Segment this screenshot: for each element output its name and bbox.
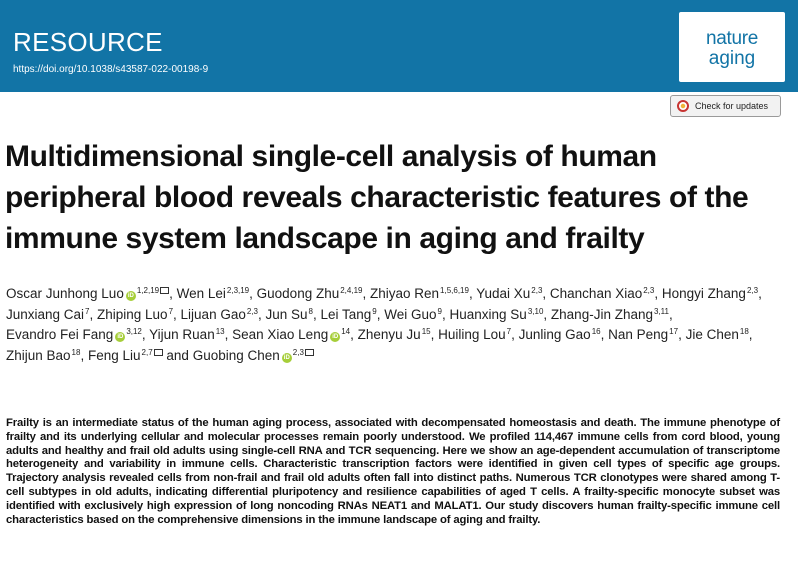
author-name[interactable]: Lijuan Gao2,3 xyxy=(181,307,258,322)
author-name[interactable]: Oscar Junhong Luo iD1,2,19 xyxy=(6,286,170,301)
author-name[interactable]: Jun Su8 xyxy=(266,307,313,322)
author-list-conjunction: and xyxy=(166,348,189,364)
orcid-icon[interactable]: iD xyxy=(330,332,341,343)
affiliation-superscript: 2,3 xyxy=(531,286,543,295)
author-name[interactable]: Chanchan Xiao2,3 xyxy=(550,286,654,301)
author-name-text: Oscar Junhong Luo xyxy=(6,286,124,301)
author-name-text: Sean Xiao Leng xyxy=(232,327,329,343)
journal-logo[interactable]: nature aging xyxy=(679,12,785,82)
author-name-text: Guobing Chen xyxy=(192,348,280,364)
affiliation-superscript: 8 xyxy=(308,306,313,316)
affiliation-superscript: 1,2,19 xyxy=(136,286,160,295)
affiliation-superscript: 1,5,6,19 xyxy=(440,286,469,295)
author-name-text: Hongyi Zhang xyxy=(661,286,746,301)
affiliation-superscript: 3,11 xyxy=(653,306,669,316)
affiliation-superscript: 2,3 xyxy=(746,286,759,295)
email-icon[interactable] xyxy=(160,287,170,294)
author-name[interactable]: Guobing Chen iD2,3 xyxy=(192,348,314,364)
author-name-text: Feng Liu xyxy=(87,348,141,364)
author-name-text: Yudai Xu xyxy=(476,286,531,301)
author-name[interactable]: Wen Lei2,3,19 xyxy=(177,286,250,301)
author-name-text: Wei Guo xyxy=(384,306,437,322)
check-for-updates-label: Check for updates xyxy=(695,101,769,111)
author-name[interactable]: Zhiping Luo7 xyxy=(97,307,173,322)
affiliation-superscript: 2,3 xyxy=(292,348,304,358)
author-name[interactable]: Nan Peng17 xyxy=(608,327,678,342)
affiliation-superscript: 2,4,19 xyxy=(340,286,363,295)
affiliation-superscript: 13 xyxy=(215,327,225,337)
author-name-text: Wen Lei xyxy=(176,286,226,301)
author-name[interactable]: Jie Chen18 xyxy=(686,327,749,342)
article-type-label: RESOURCE xyxy=(13,27,163,57)
author-name-text: Junxiang Cai xyxy=(6,306,85,322)
doi-link[interactable]: https://doi.org/10.1038/s43587-022-00198… xyxy=(13,64,209,75)
article-title: Multidimensional single-cell analysis of… xyxy=(5,140,749,255)
logo-line-nature: nature xyxy=(705,28,759,49)
affiliation-superscript: 2,7 xyxy=(141,348,153,358)
affiliation-superscript: 15 xyxy=(421,327,431,337)
orcid-icon[interactable]: iD xyxy=(125,291,136,301)
affiliation-superscript: 7 xyxy=(506,327,512,337)
author-name[interactable]: Yijun Ruan13 xyxy=(149,327,224,342)
author-name-text: Huanxing Su xyxy=(449,306,527,322)
author-name[interactable]: Zhenyu Ju15 xyxy=(358,327,431,342)
author-name[interactable]: Zhijun Bao18 xyxy=(6,348,80,363)
author-name[interactable]: Hongyi Zhang2,3 xyxy=(662,286,758,301)
affiliation-superscript: 9 xyxy=(372,306,377,316)
author-name-text: Lei Tang xyxy=(320,306,372,322)
author-name-text: Junling Gao xyxy=(518,327,591,343)
author-name-text: Nan Peng xyxy=(608,327,669,343)
author-name-text: Zhang-Jin Zhang xyxy=(550,306,653,322)
author-name[interactable]: Yudai Xu2,3 xyxy=(476,286,542,301)
orcid-icon[interactable]: iD xyxy=(115,332,126,343)
author-name[interactable]: Sean Xiao Leng iD14 xyxy=(232,327,351,343)
author-name-text: Zhijun Bao xyxy=(6,348,71,364)
email-icon[interactable] xyxy=(304,349,314,357)
affiliation-superscript: 3,12 xyxy=(126,327,142,337)
author-name[interactable]: Junling Gao16 xyxy=(519,327,601,342)
author-name-text: Huiling Lou xyxy=(438,327,506,343)
author-name-text: Lijuan Gao xyxy=(180,306,246,322)
article-type-banner: RESOURCE https://doi.org/10.1038/s43587-… xyxy=(0,0,798,92)
check-for-updates-button[interactable]: Check for updates xyxy=(670,95,781,117)
affiliation-superscript: 14 xyxy=(341,327,351,337)
author-name-text: Guodong Zhu xyxy=(256,286,340,301)
author-name[interactable]: Junxiang Cai7 xyxy=(6,307,90,322)
logo-line-aging: aging xyxy=(708,48,756,69)
author-name[interactable]: Lei Tang9 xyxy=(321,307,377,322)
author-name-text: Chanchan Xiao xyxy=(549,286,643,301)
author-name[interactable]: Guodong Zhu2,4,19 xyxy=(257,286,363,301)
abstract: Frailty is an intermediate status of the… xyxy=(6,417,780,526)
author-list: Oscar Junhong Luo iD1,2,19, Wen Lei2,3,19… xyxy=(6,286,762,364)
author-name-text: Zhiping Luo xyxy=(97,306,168,322)
author-name-text: Jun Su xyxy=(265,306,308,322)
author-name-text: Zhenyu Ju xyxy=(357,327,421,343)
author-name[interactable]: Evandro Fei Fang iD3,12 xyxy=(6,327,142,343)
author-name[interactable]: Huiling Lou7 xyxy=(438,327,511,342)
affiliation-superscript: 9 xyxy=(437,306,442,316)
author-name[interactable]: Wei Guo9 xyxy=(384,307,442,322)
affiliation-superscript: 7 xyxy=(85,306,90,316)
affiliation-superscript: 18 xyxy=(71,348,81,358)
crossmark-icon xyxy=(677,100,689,112)
affiliation-superscript: 2,3 xyxy=(643,286,655,295)
author-name-text: Zhiyao Ren xyxy=(369,286,440,301)
affiliation-superscript: 2,3,19 xyxy=(226,286,250,295)
orcid-icon[interactable]: iD xyxy=(281,353,292,364)
author-name-text: Jie Chen xyxy=(685,327,739,343)
affiliation-superscript: 18 xyxy=(739,327,749,337)
author-name-text: Evandro Fei Fang xyxy=(6,327,114,343)
affiliation-superscript: 16 xyxy=(591,327,601,337)
affiliation-superscript: 17 xyxy=(669,327,679,337)
author-name-text: Yijun Ruan xyxy=(149,327,215,343)
affiliation-superscript: 2,3 xyxy=(246,306,258,316)
affiliation-superscript: 3,10 xyxy=(527,306,544,316)
author-name[interactable]: Zhang-Jin Zhang3,11 xyxy=(551,307,669,322)
email-icon[interactable] xyxy=(153,349,163,357)
author-name[interactable]: Feng Liu2,7 xyxy=(88,348,163,363)
author-name[interactable]: Huanxing Su3,10 xyxy=(450,307,544,322)
author-name[interactable]: Zhiyao Ren1,5,6,19 xyxy=(370,286,469,301)
affiliation-superscript: 7 xyxy=(168,306,174,316)
